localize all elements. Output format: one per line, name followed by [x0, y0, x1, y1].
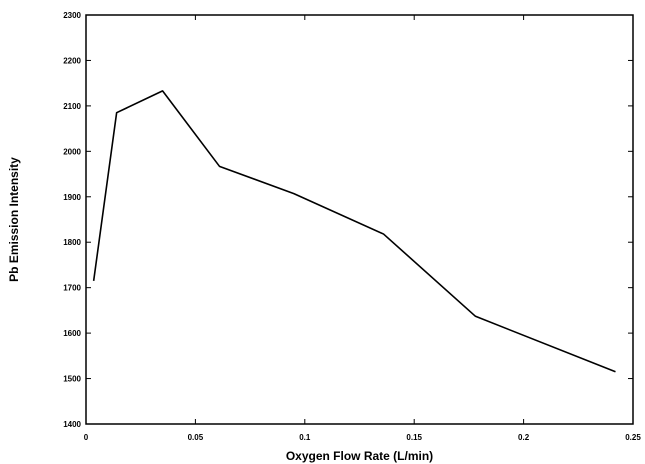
y-tick-label: 1800	[63, 238, 81, 247]
series-line	[92, 90, 616, 373]
x-tick-label: 0.1	[299, 433, 311, 442]
x-tick-label: 0.2	[518, 433, 530, 442]
x-tick-label: 0	[84, 433, 89, 442]
y-tick-label: 2100	[63, 102, 81, 111]
x-tick-label: 0.15	[406, 433, 422, 442]
y-tick-label: 2000	[63, 147, 81, 156]
y-tick-label: 1600	[63, 329, 81, 338]
x-axis-ticks: 0 0.05 0.1 0.15 0.2 0.25	[84, 15, 641, 442]
plot-frame	[85, 14, 634, 425]
x-axis-title: Oxygen Flow Rate (L/min)	[286, 449, 433, 463]
y-tick-label: 1400	[63, 420, 81, 429]
y-tick-label: 1500	[63, 375, 81, 384]
y-axis-title: Pb Emission Intensity	[7, 157, 21, 282]
y-tick-label: 2300	[63, 11, 81, 20]
y-tick-label: 1900	[63, 193, 81, 202]
y-axis-ticks: 1400 1500 1600 1700 1800 1900 2000 2100 2200 2300	[63, 11, 633, 429]
y-tick-label: 1700	[63, 284, 81, 293]
series-layer	[92, 90, 616, 373]
y-tick-label: 2200	[63, 56, 81, 65]
x-tick-label: 0.25	[625, 433, 641, 442]
x-tick-label: 0.05	[188, 433, 204, 442]
